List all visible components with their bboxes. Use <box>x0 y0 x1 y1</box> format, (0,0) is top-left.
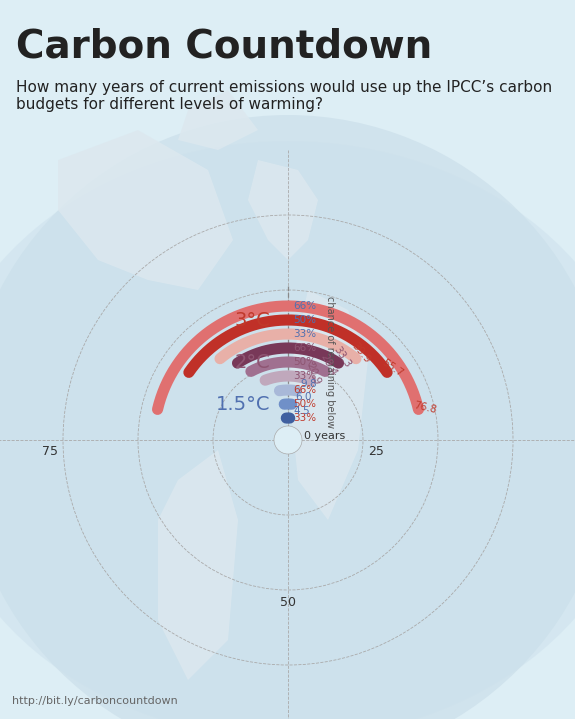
Text: 66%: 66% <box>293 385 316 395</box>
Text: 66%: 66% <box>293 343 316 353</box>
Text: 9.8: 9.8 <box>301 379 317 389</box>
Text: 3°C: 3°C <box>234 311 270 329</box>
Text: 6.0: 6.0 <box>296 393 312 402</box>
Polygon shape <box>178 90 258 150</box>
Text: 75: 75 <box>42 445 58 458</box>
Text: 33%: 33% <box>293 371 316 381</box>
Text: 1.5°C: 1.5°C <box>216 395 270 413</box>
Ellipse shape <box>0 141 575 719</box>
Text: 0 years: 0 years <box>304 431 345 441</box>
Text: 4.5: 4.5 <box>293 406 310 416</box>
Text: 2°C: 2°C <box>234 352 270 372</box>
Polygon shape <box>248 160 318 260</box>
Polygon shape <box>58 130 233 290</box>
Text: 28.4: 28.4 <box>319 352 338 377</box>
Circle shape <box>274 426 302 454</box>
Polygon shape <box>158 450 238 680</box>
Polygon shape <box>288 290 368 520</box>
Text: chance of remaining below: chance of remaining below <box>325 296 335 428</box>
Text: Carbon Countdown: Carbon Countdown <box>16 28 432 66</box>
Text: 76.8: 76.8 <box>413 400 438 416</box>
Text: 50: 50 <box>280 596 296 609</box>
Text: 20.9: 20.9 <box>305 361 322 386</box>
Text: 33.3: 33.3 <box>332 345 353 370</box>
Text: 25: 25 <box>368 445 384 458</box>
Text: 50%: 50% <box>293 357 316 367</box>
Text: 50%: 50% <box>293 315 316 325</box>
Text: 33%: 33% <box>293 329 316 339</box>
Text: http://bit.ly/carboncountdown: http://bit.ly/carboncountdown <box>12 696 178 706</box>
Text: 66%: 66% <box>293 301 316 311</box>
Text: 39.9: 39.9 <box>349 342 372 365</box>
Text: 50%: 50% <box>293 399 316 409</box>
Circle shape <box>0 115 575 719</box>
Text: 33%: 33% <box>293 413 316 423</box>
Text: 55.7: 55.7 <box>381 358 405 379</box>
Text: How many years of current emissions would use up the IPCC’s carbon
budgets for d: How many years of current emissions woul… <box>16 80 552 112</box>
